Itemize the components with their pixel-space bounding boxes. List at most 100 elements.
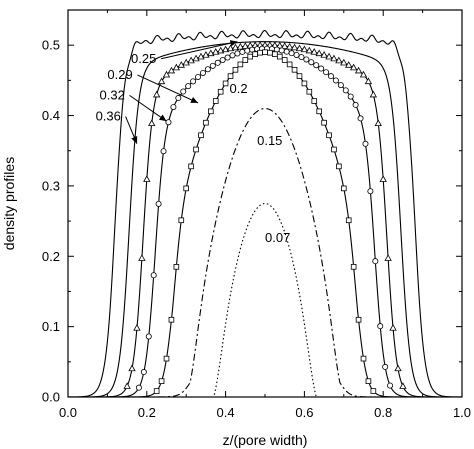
marker-triangle <box>192 54 200 62</box>
marker-triangle <box>345 61 353 68</box>
marker-square <box>217 88 224 95</box>
marker-circle <box>190 78 197 85</box>
marker-triangle <box>162 70 171 78</box>
marker-circle <box>382 363 389 370</box>
marker-circle <box>135 384 142 391</box>
x-tick-label: 0.4 <box>217 405 235 420</box>
marker-triangle <box>300 45 309 53</box>
annotation-layer: 0.250.29 0.32 0.36 0.2 0.15 0.07 <box>96 40 290 245</box>
marker-circle <box>219 56 226 63</box>
y-axis-title: density profiles <box>1 157 17 250</box>
marker-circle <box>278 47 285 54</box>
marker-triangle <box>359 70 368 78</box>
label-arrow-line <box>160 41 238 60</box>
marker-triangle <box>374 119 382 127</box>
marker-triangle <box>236 42 245 50</box>
marker-triangle <box>152 90 161 98</box>
marker-circle <box>387 382 394 389</box>
marker-square <box>203 119 209 126</box>
marker-square <box>296 73 303 79</box>
marker-triangle <box>305 46 314 54</box>
y-tick-label: 0.1 <box>42 319 60 334</box>
label-arrow-line <box>129 94 167 122</box>
marker-triangle <box>281 42 289 49</box>
marker-square <box>291 66 298 73</box>
marker-circle <box>229 52 236 59</box>
marker-triangle <box>325 52 333 60</box>
x-tick-label: 0.8 <box>374 405 392 420</box>
marker-triangle <box>384 254 392 261</box>
marker-triangle <box>389 324 397 331</box>
marker-triangle <box>285 42 294 50</box>
marker-circle <box>367 188 374 195</box>
marker-triangle <box>394 364 402 372</box>
marker-triangle <box>187 56 195 64</box>
marker-square <box>286 61 293 68</box>
marker-triangle <box>231 43 240 51</box>
marker-square <box>262 49 268 56</box>
series-line-0-36 <box>68 29 462 397</box>
marker-square <box>311 98 318 104</box>
marker-square <box>153 388 160 394</box>
x-tick-label: 0.6 <box>295 405 313 420</box>
marker-circle <box>342 87 349 94</box>
marker-square <box>331 146 337 153</box>
marker-triangle <box>340 58 348 66</box>
marker-triangle <box>276 41 284 49</box>
marker-circle <box>185 83 192 90</box>
marker-circle <box>357 115 364 122</box>
marker-square <box>247 53 254 60</box>
marker-circle <box>140 369 147 376</box>
marker-circle <box>175 95 182 102</box>
marker-square <box>321 119 327 126</box>
marker-circle <box>293 51 300 58</box>
series-label-0-25: 0.25 <box>131 51 156 66</box>
marker-triangle <box>310 48 318 55</box>
marker-circle <box>308 59 315 66</box>
marker-circle <box>204 66 211 73</box>
marker-triangle <box>172 63 181 71</box>
marker-circle <box>160 148 167 155</box>
marker-circle <box>347 93 354 100</box>
marker-triangle <box>133 324 141 331</box>
marker-triangle <box>290 43 299 51</box>
series-label-0-07: 0.07 <box>265 230 290 245</box>
series-line-0-15 <box>68 107 462 397</box>
marker-triangle <box>216 46 225 54</box>
marker-square <box>212 98 219 104</box>
marker-square <box>350 264 357 270</box>
label-arrow-head <box>190 97 199 103</box>
marker-square <box>222 80 229 87</box>
marker-circle <box>195 73 202 80</box>
marker-triangle <box>364 77 373 85</box>
marker-square <box>208 108 214 115</box>
marker-square <box>272 51 278 57</box>
marker-circle <box>303 56 310 63</box>
marker-triangle <box>330 54 338 62</box>
marker-circle <box>337 82 344 89</box>
marker-triangle <box>379 175 387 182</box>
marker-triangle <box>177 61 185 68</box>
marker-triangle <box>148 119 156 127</box>
marker-triangle <box>354 66 363 74</box>
series-label-0-2: 0.2 <box>230 81 248 96</box>
marker-circle <box>362 140 369 147</box>
marker-triangle <box>123 382 131 389</box>
marker-circle <box>318 65 325 72</box>
series-line-0-25 <box>68 48 462 397</box>
marker-circle <box>165 119 172 126</box>
label-arrow-head <box>158 114 167 122</box>
marker-square <box>276 53 283 60</box>
marker-square <box>365 378 372 384</box>
axis-layer: 0.0 0.2 0.4 0.6 0.8 1.0 0.0 0.1 0.2 0.3 0.4 0.5 <box>42 9 471 420</box>
marker-circle <box>327 73 334 80</box>
marker-square <box>355 316 362 323</box>
marker-square <box>158 378 165 384</box>
marker-triangle <box>226 44 235 52</box>
y-tick-label: 0.0 <box>42 390 60 405</box>
marker-square <box>326 132 332 139</box>
marker-square <box>168 316 175 323</box>
marker-square <box>173 264 180 270</box>
marker-triangle <box>315 49 323 57</box>
